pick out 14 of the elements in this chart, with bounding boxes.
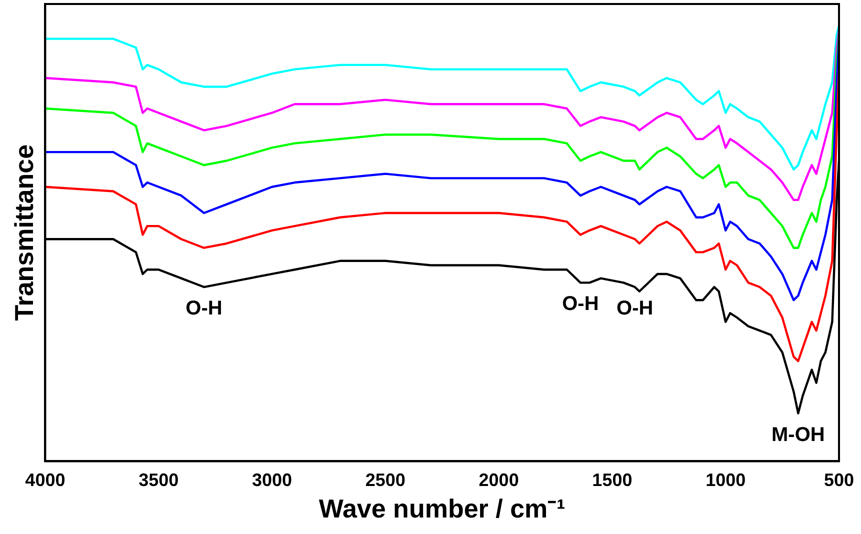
annotation: O-H: [616, 298, 654, 320]
x-tick-label: 3000: [252, 470, 292, 490]
x-axis-title: Wave number / cm⁻¹: [318, 494, 566, 524]
x-tick-label: 3500: [138, 470, 179, 490]
x-tick-label: 1500: [592, 470, 632, 490]
annotation: O-H: [562, 293, 599, 316]
x-tick-label: 1000: [706, 470, 746, 490]
x-tick-label: 500: [824, 470, 854, 490]
x-tick-label: 2500: [365, 470, 406, 490]
x-tick-label: 4000: [25, 470, 66, 490]
x-tick-label: 2000: [478, 470, 519, 490]
y-axis-title: Transmittance: [8, 144, 39, 321]
annotation: O-H: [186, 298, 222, 320]
annotation: M-OH: [772, 424, 825, 446]
